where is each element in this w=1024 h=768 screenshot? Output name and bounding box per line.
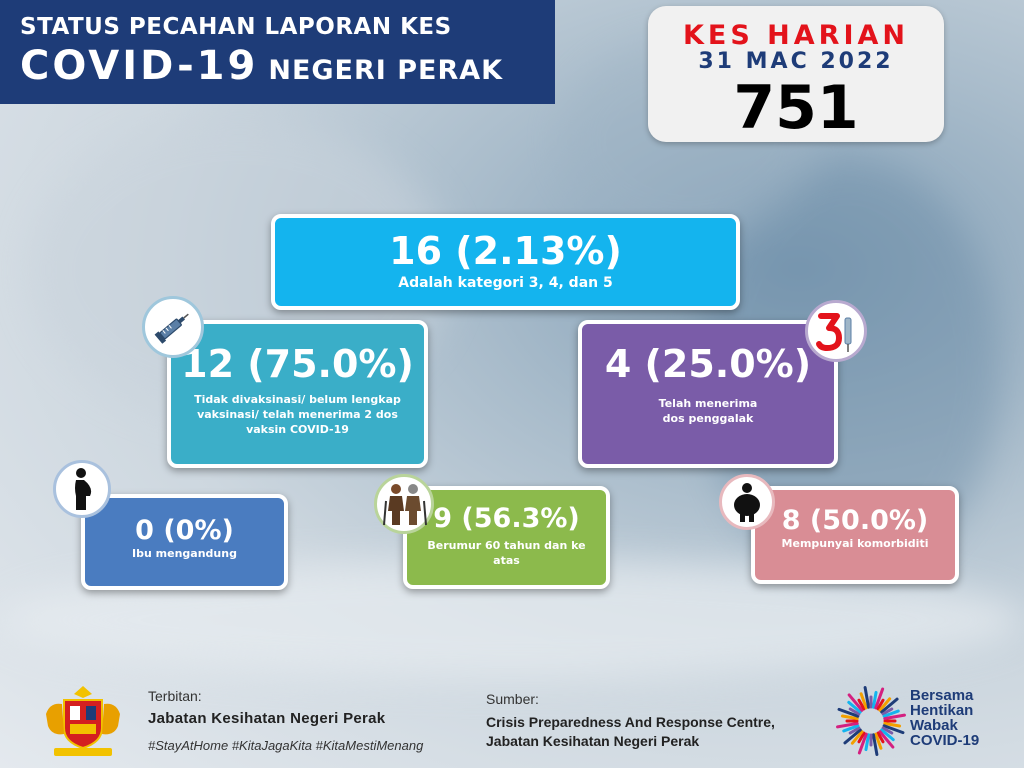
campaign-text: Bersama Hentikan Wabak COVID-19 [910, 688, 979, 748]
header-subtitle: COVID-19 NEGERI PERAK [20, 42, 555, 98]
daily-cases-panel: KES HARIAN 31 MAC 2022 751 [648, 6, 944, 142]
source-line2: Jabatan Kesihatan Negeri Perak [486, 733, 700, 749]
header-state: NEGERI PERAK [268, 55, 504, 86]
total-severe-card: 16 (2.13%) Adalah kategori 3, 4, dan 5 [271, 214, 740, 310]
booster-desc: Telah menerima dos penggalak [582, 386, 834, 426]
unvaccinated-value: 12 (75.0%) [181, 342, 414, 386]
pregnant-card: 0 (0%) Ibu mengandung [81, 494, 288, 590]
daily-cases-title: KES HARIAN [682, 20, 910, 51]
source-label: Sumber: [486, 691, 539, 707]
header-title: STATUS PECAHAN LAPORAN KES [20, 14, 452, 40]
booster-value: 4 (25.0%) [604, 342, 812, 386]
booster-desc-line1: Telah menerima [658, 397, 758, 410]
booster-dose-icon [805, 300, 867, 362]
unvaccinated-desc: Tidak divaksinasi/ belum lengkap vaksina… [194, 393, 401, 436]
elderly-desc: Berumur 60 tahun dan ke atas [427, 539, 586, 567]
unvaccinated-card: 12 (75.0%) Tidak divaksinasi/ belum leng… [167, 320, 428, 468]
header-covid: COVID-19 [20, 43, 259, 89]
elderly-value: 9 (56.3%) [433, 503, 580, 534]
daily-cases-value: 751 [733, 73, 859, 143]
campaign-line2: Hentikan [910, 702, 974, 719]
campaign-line1: Bersama [910, 687, 974, 704]
elderly-couple-icon [374, 474, 434, 534]
daily-cases-date: 31 MAC 2022 [698, 49, 894, 74]
comorbidity-card: 8 (50.0%) Mempunyai komorbiditi [751, 486, 959, 584]
campaign-line4: COVID-19 [910, 732, 980, 749]
total-severe-desc: Adalah kategori 3, 4, dan 5 [398, 275, 613, 291]
booster-card: 4 (25.0%) Telah menerima dos penggalak [578, 320, 838, 468]
pregnant-value: 0 (0%) [135, 515, 234, 546]
syringe-icon [142, 296, 204, 358]
coat-of-arms-logo [40, 684, 126, 758]
source-line1: Crisis Preparedness And Response Centre, [486, 714, 775, 730]
issued-by-label: Terbitan: [148, 688, 202, 704]
elderly-card: 9 (56.3%) Berumur 60 tahun dan ke atas [403, 486, 610, 589]
issued-by-name: Jabatan Kesihatan Negeri Perak [148, 710, 386, 727]
booster-desc-line2: dos penggalak [662, 412, 754, 425]
total-severe-value: 16 (2.13%) [389, 229, 622, 273]
pregnant-woman-icon [53, 460, 111, 518]
campaign-line3: Wabak [910, 717, 958, 734]
comorbidity-desc: Mempunyai komorbiditi [781, 537, 929, 550]
pregnant-desc: Ibu mengandung [132, 547, 237, 560]
hashtags: #StayAtHome #KitaJagaKita #KitaMestiMena… [148, 738, 424, 753]
header-banner: STATUS PECAHAN LAPORAN KES COVID-19 NEGER… [0, 0, 555, 104]
campaign-burst-logo [836, 686, 906, 756]
obese-person-icon [719, 474, 775, 530]
comorbidity-value: 8 (50.0%) [781, 505, 929, 536]
